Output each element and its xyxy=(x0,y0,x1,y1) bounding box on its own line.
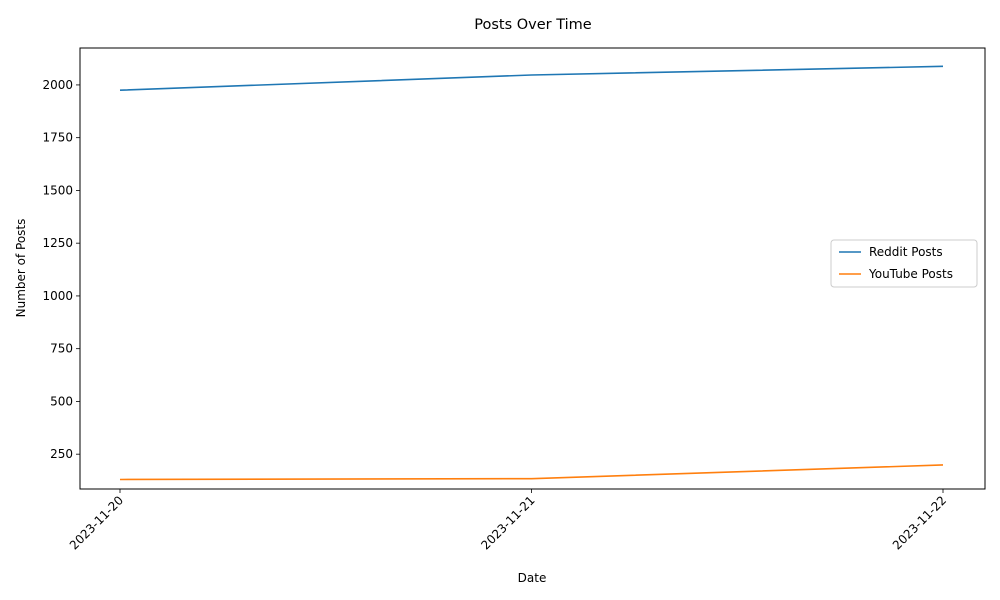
legend-label-0: Reddit Posts xyxy=(869,245,943,259)
legend: Reddit Posts YouTube Posts xyxy=(830,239,978,288)
series-layer xyxy=(119,65,944,481)
y-tick-label: 1750 xyxy=(42,131,73,145)
legend-label-1: YouTube Posts xyxy=(868,267,953,281)
y-tick-label: 1000 xyxy=(42,289,73,303)
y-tick-label: 1250 xyxy=(42,236,73,250)
axes-layer xyxy=(79,47,986,490)
y-tick-label: 2000 xyxy=(42,78,73,92)
y-axis-label: Number of Posts xyxy=(14,219,28,318)
x-axis-label: Date xyxy=(518,571,547,585)
y-ticks: 250 500 750 1000 1250 1500 1750 2000 xyxy=(42,78,80,461)
y-tick-label: 500 xyxy=(50,394,73,408)
y-tick-label: 750 xyxy=(50,342,73,356)
y-tick-label: 250 xyxy=(50,447,73,461)
y-tick-label: 1500 xyxy=(42,183,73,197)
legend-box xyxy=(830,239,978,288)
x-tick-label: 2023-11-22 xyxy=(890,493,949,552)
x-tick-label: 2023-11-21 xyxy=(478,493,537,552)
x-tick-label: 2023-11-20 xyxy=(67,493,126,552)
plot-frame xyxy=(79,47,986,490)
x-ticks: 2023-11-20 2023-11-21 2023-11-22 xyxy=(67,489,949,552)
chart-title: Posts Over Time xyxy=(474,17,592,33)
